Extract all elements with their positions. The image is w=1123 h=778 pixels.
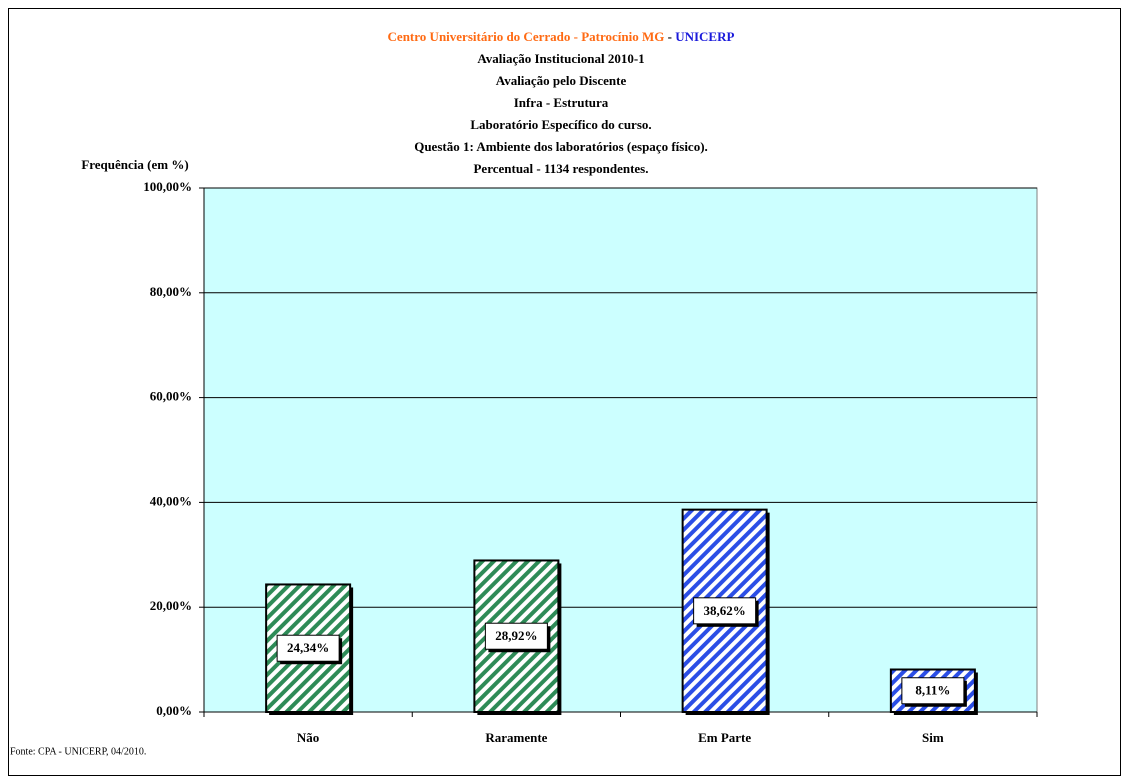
title-brand: UNICERP bbox=[675, 29, 734, 44]
y-tick-label: 40,00% bbox=[150, 493, 192, 508]
value-label-box bbox=[693, 597, 757, 625]
x-tick-label: Em Parte bbox=[698, 730, 751, 745]
chart-subtitle: Questão 1: Ambiente dos laboratórios (es… bbox=[414, 139, 708, 154]
y-axis-label: Frequência (em %) bbox=[81, 157, 188, 172]
value-label: 8,11% bbox=[915, 683, 950, 698]
y-tick-label: 0,00% bbox=[156, 703, 192, 718]
value-label-box bbox=[276, 634, 340, 662]
y-tick-label: 100,00% bbox=[143, 179, 192, 194]
y-tick-label: 20,00% bbox=[150, 598, 192, 613]
chart-title-line: Centro Universitário do Cerrado - Patroc… bbox=[388, 29, 735, 44]
x-tick-label: Não bbox=[297, 730, 319, 745]
x-tick-label: Sim bbox=[922, 730, 944, 745]
y-tick-label: 80,00% bbox=[150, 284, 192, 299]
value-label-box bbox=[901, 677, 965, 705]
chart-subtitle: Infra - Estrutura bbox=[514, 95, 609, 110]
chart-subtitle: Avaliação pelo Discente bbox=[496, 73, 627, 88]
x-tick-label: Raramente bbox=[485, 730, 547, 745]
value-label: 24,34% bbox=[287, 640, 329, 655]
value-label: 38,62% bbox=[704, 603, 746, 618]
chart-subtitle: Laboratório Específico do curso. bbox=[470, 117, 651, 132]
source-note: Fonte: CPA - UNICERP, 04/2010. bbox=[10, 746, 146, 757]
y-tick-label: 60,00% bbox=[150, 389, 192, 404]
value-label-box bbox=[484, 622, 548, 650]
chart-title: Centro Universitário do Cerrado - Patroc… bbox=[388, 29, 665, 44]
title-separator: - bbox=[668, 29, 672, 44]
chart-subtitle: Percentual - 1134 respondentes. bbox=[473, 161, 648, 176]
chart-subtitle: Avaliação Institucional 2010-1 bbox=[477, 51, 644, 66]
value-label: 28,92% bbox=[495, 628, 537, 643]
